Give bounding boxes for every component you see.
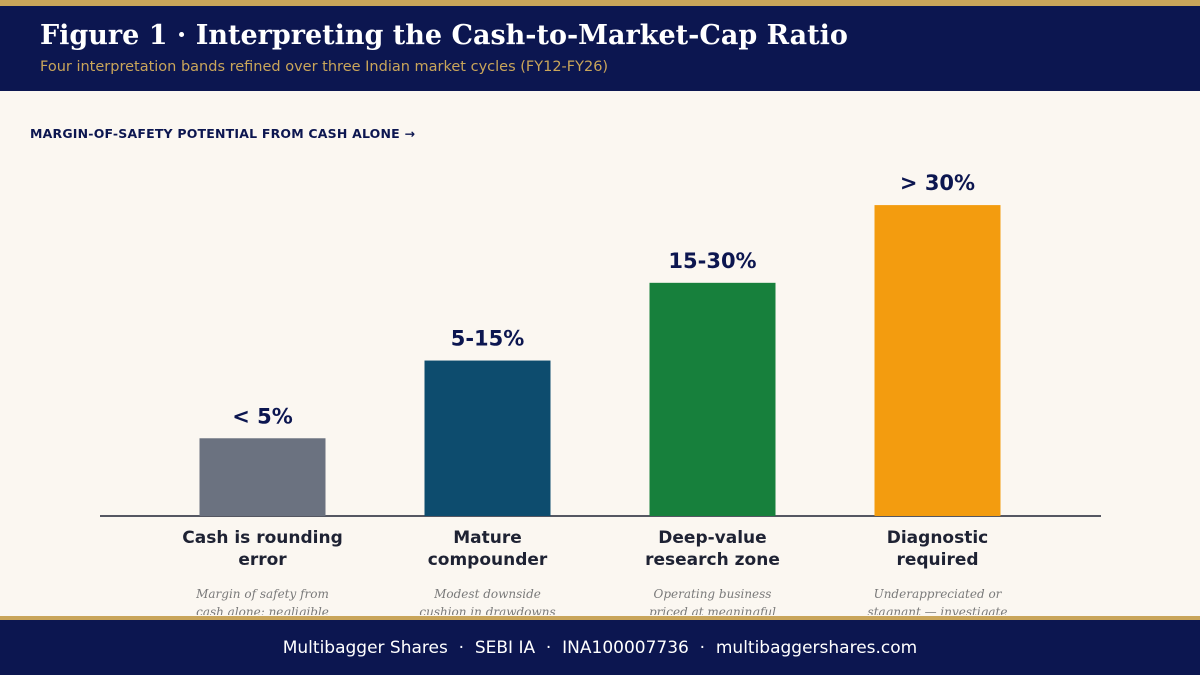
y-axis-caption: MARGIN-OF-SAFETY POTENTIAL FROM CASH ALO… — [30, 126, 416, 141]
bar — [874, 205, 1001, 516]
category-description: Underappreciated or stagnant — investigat… — [867, 587, 1008, 615]
category-label: Deep-value research zone — [645, 528, 780, 570]
bar-value-label: 15-30% — [668, 249, 756, 273]
bar-value-label: > 30% — [900, 171, 975, 195]
bar — [199, 438, 326, 516]
top-accent-rule — [0, 0, 1200, 6]
bar-value-label: 5-15% — [451, 327, 525, 351]
bar — [649, 282, 776, 516]
figure-subtitle: Four interpretation bands refined over t… — [40, 59, 609, 75]
bar — [424, 360, 551, 516]
category-description: Margin of safety from cash alone: negligi… — [196, 587, 329, 615]
bar-value-label: < 5% — [232, 404, 293, 428]
footer-text: Multibagger Shares · SEBI IA · INA100007… — [282, 638, 918, 658]
category-label: Mature compounder — [427, 528, 548, 570]
figure-header: Figure 1 · Interpreting the Cash-to-Mark… — [0, 6, 1200, 91]
category-description: Operating business priced at meaningful — [649, 587, 776, 615]
figure-title: Figure 1 · Interpreting the Cash-to-Mark… — [40, 20, 848, 51]
bottom-accent-rule — [0, 616, 1200, 620]
category-description: Modest downside cushion in drawdowns — [419, 587, 556, 615]
category-label: Diagnostic required — [886, 528, 989, 570]
footer-bar: Multibagger Shares · SEBI IA · INA100007… — [0, 620, 1200, 675]
category-label: Cash is rounding error — [182, 528, 343, 570]
